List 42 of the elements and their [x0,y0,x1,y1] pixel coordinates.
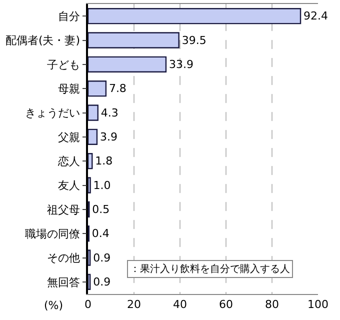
bar [88,128,98,146]
bar [88,152,93,170]
data-label: 0.9 [93,275,111,288]
y-tick-label: 配偶者(夫・妻) [5,34,80,48]
y-tick-label: 祖父母 [47,203,80,216]
data-label: 92.4 [304,10,328,23]
data-label: 0.4 [92,227,110,240]
y-tick-label: その他 [47,252,80,265]
x-tick-label: 100 [308,298,328,312]
data-label: 33.9 [168,58,194,71]
y-tick-label: 自分 [58,10,80,23]
y-tick-label: 無回答 [47,276,80,289]
bar [88,56,167,73]
bar [88,104,98,121]
x-tick-label: 20 [127,298,141,312]
data-label: 0.5 [92,202,110,216]
y-tick-label: 友人 [58,179,80,192]
y-tick-label: きょうだい [25,106,80,120]
y-tick-label: 恋人 [57,154,80,168]
x-axis-title: (%) [44,299,64,312]
data-label: 1.8 [95,154,113,168]
bar [88,32,180,48]
data-label: 1.0 [93,178,111,192]
y-tick-label: 母親 [58,82,80,96]
bar [88,80,107,97]
bar [88,274,91,290]
y-tick-label: 職場の同僚 [25,227,80,240]
y-tick-label: 父親 [58,130,80,144]
data-label: 39.5 [182,34,206,47]
annotation: ：果汁入り飲料を自分で購入する人 [130,263,290,275]
data-label: 0.9 [93,251,111,264]
x-tick-label: 80 [265,298,279,312]
x-tick-label: 60 [219,298,233,312]
bar [88,177,91,194]
y-tick-label: 子ども [47,58,80,72]
bar [88,8,302,24]
bar [88,250,91,266]
data-label: 4.3 [100,106,118,120]
x-tick-label: 40 [173,298,187,312]
x-tick-label: 0 [84,298,92,312]
data-label: 7.8 [108,82,126,96]
data-label: 3.9 [100,130,118,144]
